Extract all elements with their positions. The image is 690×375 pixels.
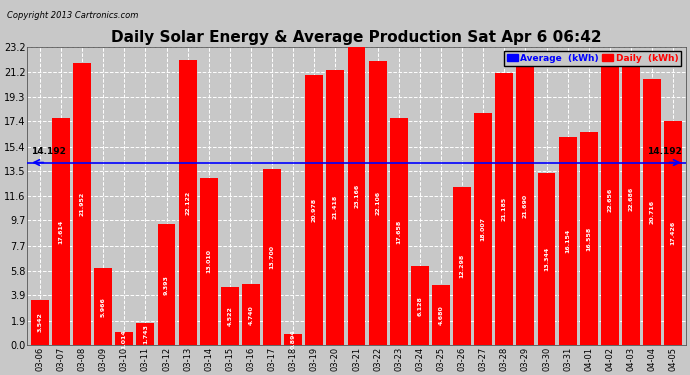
Text: 23.166: 23.166	[354, 184, 359, 208]
Bar	[137, 323, 155, 345]
Bar	[453, 187, 471, 345]
Text: 17.614: 17.614	[59, 220, 63, 244]
Bar	[305, 75, 323, 345]
Text: 21.690: 21.690	[523, 194, 528, 217]
Text: 1.014: 1.014	[122, 329, 127, 348]
Text: 0.894: 0.894	[290, 330, 296, 350]
Bar	[157, 224, 175, 345]
Text: 21.185: 21.185	[502, 197, 506, 221]
Text: 22.106: 22.106	[375, 191, 380, 215]
Text: 1.743: 1.743	[143, 324, 148, 344]
Text: 13.344: 13.344	[544, 247, 549, 272]
Legend: Average  (kWh), Daily  (kWh): Average (kWh), Daily (kWh)	[504, 51, 681, 66]
Bar	[390, 118, 408, 345]
Bar	[601, 54, 619, 345]
Bar	[221, 287, 239, 345]
Bar	[200, 178, 218, 345]
Bar	[411, 266, 428, 345]
Bar	[622, 53, 640, 345]
Bar	[538, 174, 555, 345]
Text: 22.656: 22.656	[607, 187, 612, 211]
Text: 17.426: 17.426	[671, 221, 676, 245]
Bar	[474, 113, 492, 345]
Text: Copyright 2013 Cartronics.com: Copyright 2013 Cartronics.com	[7, 11, 138, 20]
Bar	[31, 300, 49, 345]
Bar	[115, 332, 133, 345]
Text: 5.966: 5.966	[101, 297, 106, 317]
Text: 9.393: 9.393	[164, 275, 169, 295]
Bar	[664, 121, 682, 345]
Text: 4.740: 4.740	[248, 305, 253, 325]
Text: 4.680: 4.680	[438, 305, 444, 325]
Bar	[580, 132, 598, 345]
Text: 20.716: 20.716	[649, 200, 655, 224]
Text: 22.686: 22.686	[629, 187, 633, 211]
Bar	[559, 137, 577, 345]
Text: 13.010: 13.010	[206, 249, 211, 273]
Text: 14.192: 14.192	[32, 147, 66, 156]
Bar	[368, 61, 386, 345]
Bar	[348, 47, 366, 345]
Bar	[73, 63, 91, 345]
Text: 22.122: 22.122	[185, 191, 190, 215]
Text: 14.192: 14.192	[647, 147, 682, 156]
Text: 21.952: 21.952	[79, 192, 85, 216]
Bar	[95, 268, 112, 345]
Text: 20.978: 20.978	[312, 198, 317, 222]
Text: 18.007: 18.007	[481, 217, 486, 241]
Bar	[52, 118, 70, 345]
Text: 6.128: 6.128	[417, 296, 422, 316]
Bar	[495, 72, 513, 345]
Bar	[643, 78, 661, 345]
Bar	[326, 69, 344, 345]
Bar	[242, 284, 260, 345]
Text: 3.542: 3.542	[37, 312, 42, 332]
Bar	[179, 60, 197, 345]
Text: 21.418: 21.418	[333, 195, 338, 219]
Bar	[432, 285, 450, 345]
Bar	[284, 334, 302, 345]
Text: 12.298: 12.298	[460, 254, 464, 278]
Title: Daily Solar Energy & Average Production Sat Apr 6 06:42: Daily Solar Energy & Average Production …	[111, 30, 602, 45]
Text: 4.522: 4.522	[227, 306, 233, 326]
Text: 16.154: 16.154	[565, 229, 570, 254]
Text: 16.558: 16.558	[586, 226, 591, 251]
Bar	[516, 66, 534, 345]
Text: 13.700: 13.700	[270, 245, 275, 269]
Bar	[263, 169, 281, 345]
Text: 17.658: 17.658	[396, 219, 401, 244]
